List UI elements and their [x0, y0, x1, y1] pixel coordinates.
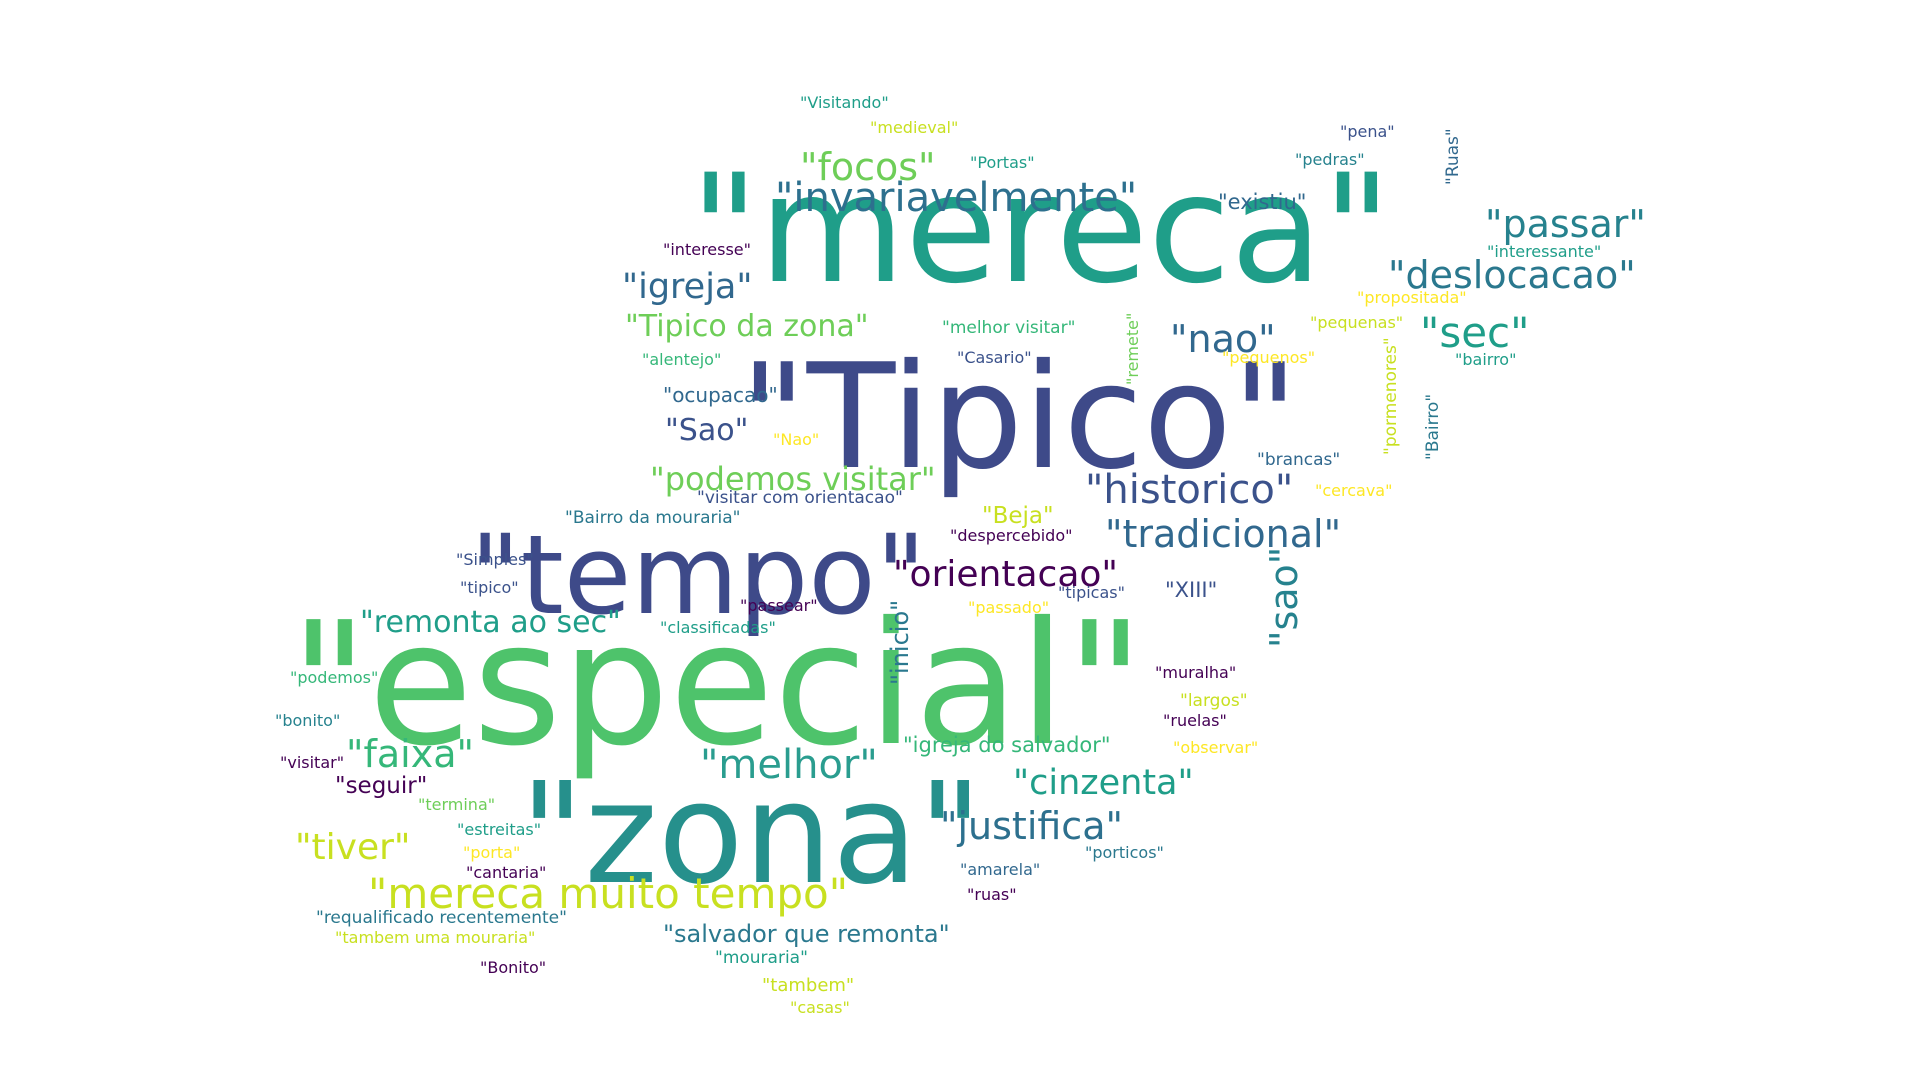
word-sao: "sao": [1262, 546, 1306, 648]
word-ruas: "ruas": [967, 885, 1017, 904]
word-cantaria: "cantaria": [466, 863, 547, 882]
word-historico: "historico": [1085, 467, 1294, 513]
word-portas: "Portas": [970, 153, 1035, 172]
word-passear: "passear": [740, 596, 818, 615]
word-melhor-visitar: "melhor visitar": [942, 318, 1076, 338]
word-requalificado-recentemente: "requalificado recentemente": [316, 908, 567, 928]
word-igreja: "igreja": [622, 267, 753, 307]
word-zona: "zona": [520, 753, 983, 916]
word-amarela: "amarela": [960, 860, 1041, 879]
word-salvador-que-remonta: "salvador que remonta": [663, 920, 950, 948]
word-visitar-com-orientacao: "visitar com orientacao": [697, 488, 903, 508]
word-justifica: "justifica": [940, 804, 1123, 848]
word-melhor: "melhor": [700, 742, 878, 788]
word-tipico-da-zona: "Tipico da zona": [625, 309, 869, 344]
word-bairro-da-mouraria: "Bairro da mouraria": [565, 508, 741, 528]
word-observar: "observar": [1173, 738, 1259, 757]
word-interesse: "interesse": [663, 240, 752, 259]
word-passado: "passado": [968, 598, 1050, 617]
word-tipicas: "tipicas": [1058, 583, 1125, 602]
word-pequenas: "pequenas": [1310, 313, 1404, 332]
word-inicio: "inicio": [886, 599, 914, 685]
word-especial: "especial": [290, 586, 1145, 784]
word-passar: "passar": [1485, 202, 1646, 246]
word-pormenores: "pormenores": [1381, 337, 1401, 455]
word-sao: "Sao": [665, 413, 749, 448]
word-nao: "Nao": [773, 430, 820, 449]
word-podemos-visitar: "podemos visitar": [650, 460, 936, 498]
word-tradicional: "tradicional": [1105, 512, 1342, 556]
word-pedras: "pedras": [1295, 150, 1365, 169]
word-despercebido: "despercebido": [950, 526, 1073, 545]
word-podemos: "podemos": [290, 668, 379, 687]
word-tipico: "tipico": [460, 578, 519, 597]
word-propositada: "propositada": [1357, 288, 1467, 307]
word-beja: "Beja": [982, 503, 1054, 529]
word-invariavelmente: "invariavelmente": [775, 175, 1138, 221]
word-visitando: "Visitando": [800, 93, 889, 112]
word-visitar: "visitar": [280, 753, 345, 772]
word-faixa: "faixa": [346, 732, 474, 776]
word-tiver: "tiver": [295, 827, 411, 868]
word-tipico: "Tipico": [740, 333, 1299, 502]
word-remonta-ao-sec: "remonta ao sec": [360, 605, 621, 640]
word-interessante: "interessante": [1487, 242, 1602, 261]
word-classificadas: "classificadas": [660, 618, 776, 637]
word-brancas: "brancas": [1257, 450, 1341, 470]
word-tambem: "tambem": [762, 975, 855, 996]
word-medieval: "medieval": [870, 118, 959, 137]
word-bairro: "Bairro": [1423, 393, 1443, 460]
word-remete: "remete": [1123, 312, 1142, 385]
word-cercava: "cercava": [1315, 481, 1393, 500]
word-igreja-do-salvador: "igreja do salvador": [903, 733, 1111, 757]
word-mereca-muito-tempo: "mereca muito tempo": [368, 869, 849, 918]
word-focos: "focos": [800, 145, 936, 189]
word-porta: "porta": [463, 843, 521, 862]
word-muralha: "muralha": [1155, 663, 1237, 682]
word-ocupacao: "ocupacao": [663, 383, 778, 407]
word-casas: "casas": [790, 998, 850, 1017]
word-alentejo: "alentejo": [642, 350, 722, 369]
word-orientacao: "orientacao": [893, 554, 1118, 595]
word-pequenos: "pequenos": [1222, 348, 1316, 367]
word-nao: "nao": [1170, 317, 1276, 361]
word-mouraria: "mouraria": [715, 948, 808, 968]
word-tempo: "tempo": [470, 511, 927, 639]
word-sec: "sec": [1420, 308, 1530, 357]
word-tambem-uma-mouraria: "tambem uma mouraria": [335, 928, 536, 947]
word-deslocacao: "deslocacao": [1388, 253, 1636, 297]
word-pena: "pena": [1340, 122, 1395, 141]
word-ruelas: "ruelas": [1163, 711, 1227, 730]
word-xiii: "XIII": [1165, 578, 1218, 602]
word-largos: "largos": [1180, 691, 1248, 711]
word-bonito: "bonito": [275, 711, 341, 730]
word-bairro: "bairro": [1455, 350, 1517, 369]
word-casario: "Casario": [957, 348, 1032, 367]
word-seguir: "seguir": [335, 773, 428, 799]
word-simples: "Simples": [456, 550, 534, 569]
word-mereca: "mereca": [690, 143, 1392, 317]
word-cinzenta: "cinzenta": [1013, 763, 1194, 803]
word-bonito: "Bonito": [480, 958, 547, 977]
word-estreitas: "estreitas": [457, 820, 542, 839]
word-termina: "termina": [418, 795, 496, 814]
word-existiu: "existiu": [1218, 190, 1307, 214]
word-porticos: "porticos": [1085, 843, 1164, 862]
word-ruas: "Ruas": [1443, 128, 1463, 185]
